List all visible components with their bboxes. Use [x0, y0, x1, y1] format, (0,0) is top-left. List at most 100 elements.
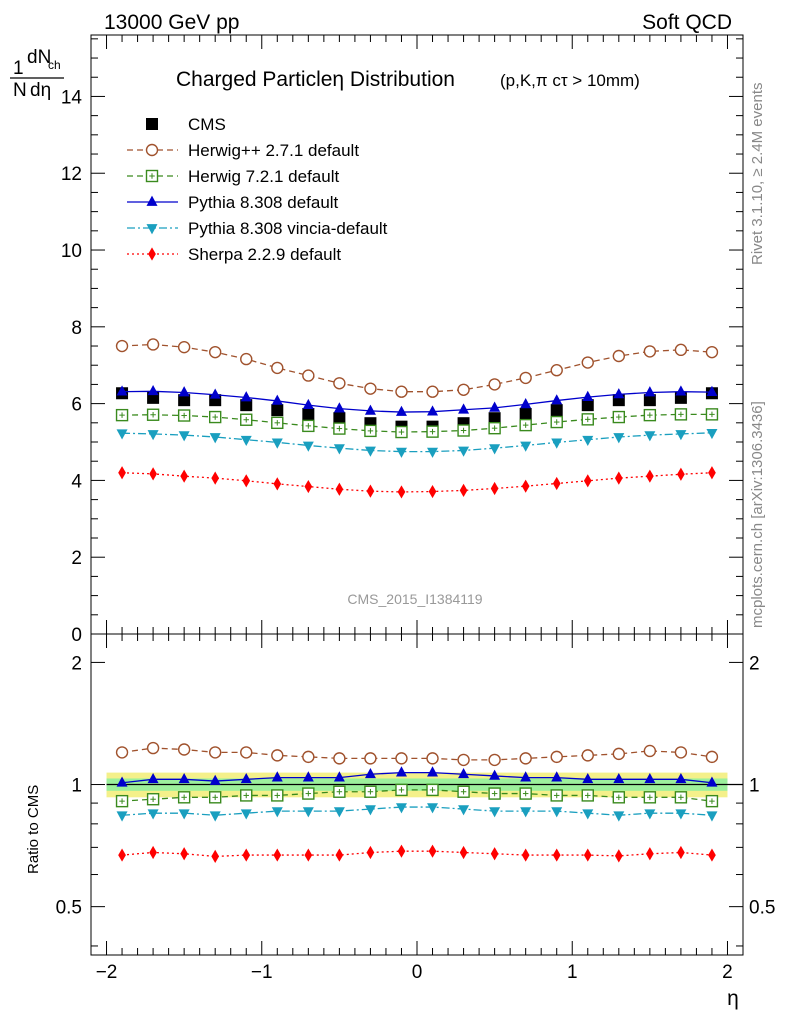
- data-point: [488, 421, 501, 435]
- ratio-data-point: [551, 807, 563, 818]
- ratio-data-point: [116, 811, 128, 822]
- data-point: [115, 339, 129, 353]
- ratio-data-point: [364, 805, 376, 816]
- data-point: [613, 388, 625, 399]
- data-point: [397, 485, 406, 499]
- data-point: [147, 385, 159, 396]
- data-point: [582, 390, 594, 401]
- data-point: [302, 419, 315, 433]
- data-point: [211, 471, 220, 485]
- ratio-data-point: [271, 771, 283, 782]
- ratio-data-point: [147, 809, 159, 820]
- legend-item: Pythia 8.308 default: [127, 193, 339, 212]
- data-point: [550, 415, 563, 429]
- data-point: [458, 403, 470, 414]
- y-tick-label: 6: [71, 395, 82, 416]
- data-point: [271, 404, 284, 417]
- data-point: [333, 377, 346, 390]
- data-point: [457, 424, 470, 437]
- ratio-data-point: [366, 845, 375, 860]
- ratio-y-tick-label: 2: [71, 653, 82, 674]
- ratio-data-point: [459, 845, 468, 860]
- legend-item: Herwig 7.2.1 default: [127, 167, 339, 186]
- data-point: [147, 430, 159, 441]
- data-point: [674, 408, 688, 421]
- ratio-data-point: [427, 766, 439, 777]
- ratio-data-point: [489, 807, 501, 818]
- ratio-data-point: [489, 769, 501, 780]
- ratio-data-point: [427, 803, 439, 814]
- legend-marker: [148, 247, 156, 261]
- y-tick-label: 4: [71, 471, 82, 492]
- data-point: [209, 388, 221, 399]
- data-point: [240, 435, 252, 447]
- ratio-y-tick-label-right: 0.5: [749, 898, 775, 919]
- ratio-data-point: [147, 772, 159, 784]
- legend-marker: [145, 143, 159, 157]
- legend-label: CMS: [188, 115, 226, 134]
- data-point: [240, 391, 252, 402]
- ratio-data-point: [364, 767, 376, 779]
- data-point: [118, 466, 126, 480]
- ratio-series-line: [121, 850, 713, 858]
- data-point: [644, 386, 656, 397]
- ratio-data-point: [426, 752, 439, 765]
- data-point: [115, 408, 129, 422]
- ratio-data-point: [271, 807, 283, 818]
- data-point: [427, 405, 439, 416]
- data-point: [302, 441, 314, 452]
- ratio-data-point: [644, 772, 656, 784]
- legend-item: Sherpa 2.2.9 default: [127, 245, 341, 264]
- data-point: [426, 385, 439, 398]
- ratio-data-point: [551, 771, 563, 782]
- data-point: [520, 441, 532, 452]
- data-point: [489, 444, 501, 455]
- ratio-data-point: [209, 774, 221, 785]
- ratio-data-point: [395, 803, 407, 814]
- ratio-data-point: [302, 787, 315, 800]
- legend-item: CMS: [146, 115, 226, 134]
- data-point: [674, 343, 688, 357]
- ratio-data-point: [116, 776, 128, 787]
- data-point: [271, 416, 284, 430]
- ratio-data-point: [457, 785, 470, 798]
- data-point: [519, 407, 532, 420]
- ratio-data-point: [146, 793, 160, 806]
- ratio-data-point: [395, 766, 407, 777]
- data-point: [178, 394, 191, 407]
- data-point: [428, 484, 437, 499]
- data-point: [581, 399, 594, 412]
- data-point: [208, 410, 222, 424]
- ratio-data-point: [177, 743, 191, 756]
- data-point: [273, 477, 282, 491]
- data-point: [550, 364, 563, 377]
- ratio-data-point: [146, 741, 160, 755]
- chart-title: Charged Particleη Distribution: [176, 68, 455, 91]
- data-point: [457, 383, 470, 396]
- ratio-data-point: [208, 791, 222, 804]
- legend-label: Herwig 7.2.1 default: [188, 167, 339, 186]
- ylabel-dn: dN: [27, 47, 51, 68]
- ratio-data-point: [706, 811, 718, 822]
- ratio-data-point: [583, 848, 592, 862]
- data-point: [675, 430, 687, 441]
- ratio-series: [115, 741, 719, 864]
- data-point: [146, 408, 160, 421]
- data-point: [240, 413, 253, 426]
- ratio-data-point: [458, 767, 470, 779]
- data-point: [240, 399, 253, 412]
- data-point: [364, 382, 377, 395]
- legend: CMS Herwig++ 2.7.1 default Herwig 7.2.1 de…: [127, 115, 388, 264]
- ratio-data-point: [271, 789, 284, 802]
- ratio-data-point: [488, 753, 501, 767]
- data-point: [146, 338, 160, 351]
- ratio-data-point: [613, 811, 625, 822]
- ratio-data-point: [520, 771, 532, 782]
- ratio-data-point: [614, 849, 623, 863]
- rivet-label: Rivet 3.1.10, ≥ 2.4M events: [749, 83, 766, 266]
- ratio-data-point: [302, 771, 314, 782]
- y-tick-label: 0: [71, 625, 82, 646]
- ratio-data-point: [208, 746, 222, 759]
- ratio-data-point: [118, 848, 126, 862]
